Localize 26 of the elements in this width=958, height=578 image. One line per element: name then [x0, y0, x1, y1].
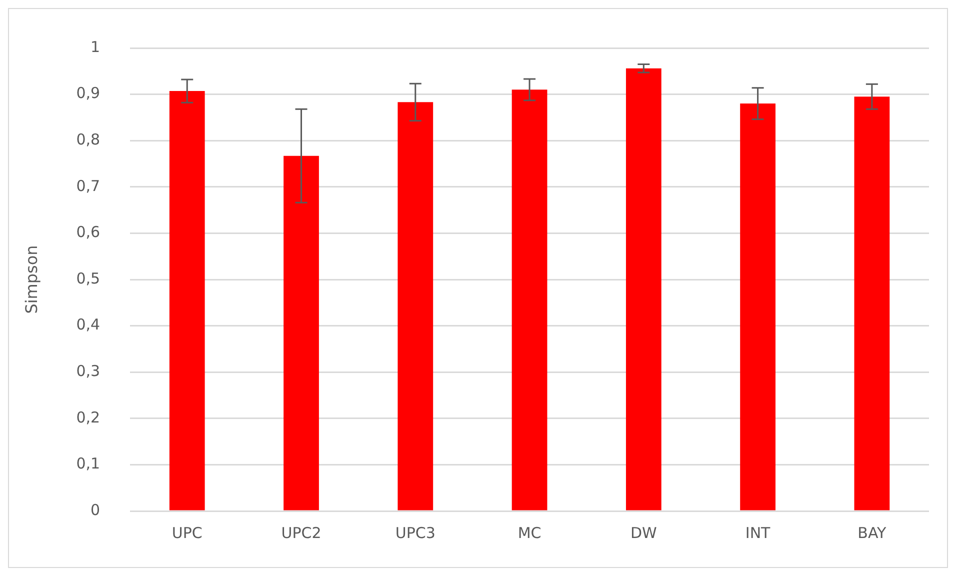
bar [398, 102, 434, 510]
bar [740, 104, 776, 510]
y-tick-label: 0,8 [76, 130, 100, 148]
x-tick-label: BAY [858, 524, 888, 542]
x-tick-label: INT [745, 524, 772, 542]
y-tick-label: 0,1 [76, 454, 100, 473]
y-tick-label: 0,6 [76, 223, 100, 242]
x-tick-label: UPC2 [281, 524, 322, 542]
y-tick-label: 0,9 [76, 84, 100, 102]
y-tick-label: 0,4 [76, 316, 100, 334]
y-tick-label: 1 [90, 38, 100, 56]
x-tick-label: UPC3 [395, 524, 436, 542]
bar [512, 90, 548, 510]
y-tick-label: 0 [90, 500, 100, 519]
y-tick-label: 0,7 [76, 176, 100, 195]
y-axis-title: Simpson [22, 245, 41, 314]
y-tick-label: 0,5 [76, 269, 100, 288]
bar [626, 68, 662, 510]
bar [169, 91, 205, 510]
y-tick-label: 0,3 [76, 362, 100, 380]
x-tick-label: UPC [172, 524, 202, 542]
bar [284, 156, 319, 510]
x-tick-label: MC [518, 524, 542, 542]
bar [854, 96, 890, 510]
y-tick-label: 0,2 [76, 408, 100, 426]
x-tick-label: DW [630, 524, 658, 542]
